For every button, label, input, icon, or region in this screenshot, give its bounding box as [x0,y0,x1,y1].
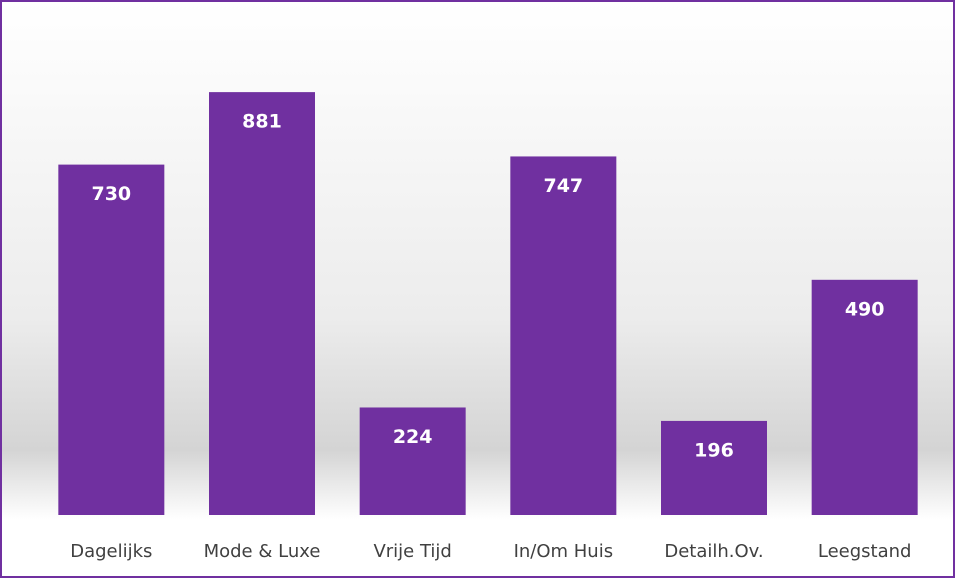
data-label: 730 [91,183,131,205]
bar [209,92,315,516]
data-label: 196 [694,439,734,461]
x-tick-label: In/Om Huis [514,541,614,562]
x-tick-label: Vrije Tijd [373,541,451,562]
x-tick-label: Mode & Luxe [204,541,321,562]
bar [359,407,466,515]
bar [661,420,767,515]
data-label: 881 [242,111,282,133]
bar [58,164,165,515]
bar [510,156,617,515]
bar [811,279,918,515]
x-tick-label: Leegstand [818,541,912,562]
x-tick-label: Dagelijks [70,541,152,562]
data-label: 747 [543,175,583,197]
data-label: 224 [393,426,433,448]
data-label: 490 [845,298,885,320]
x-tick-label: Detailh.Ov. [664,541,763,562]
